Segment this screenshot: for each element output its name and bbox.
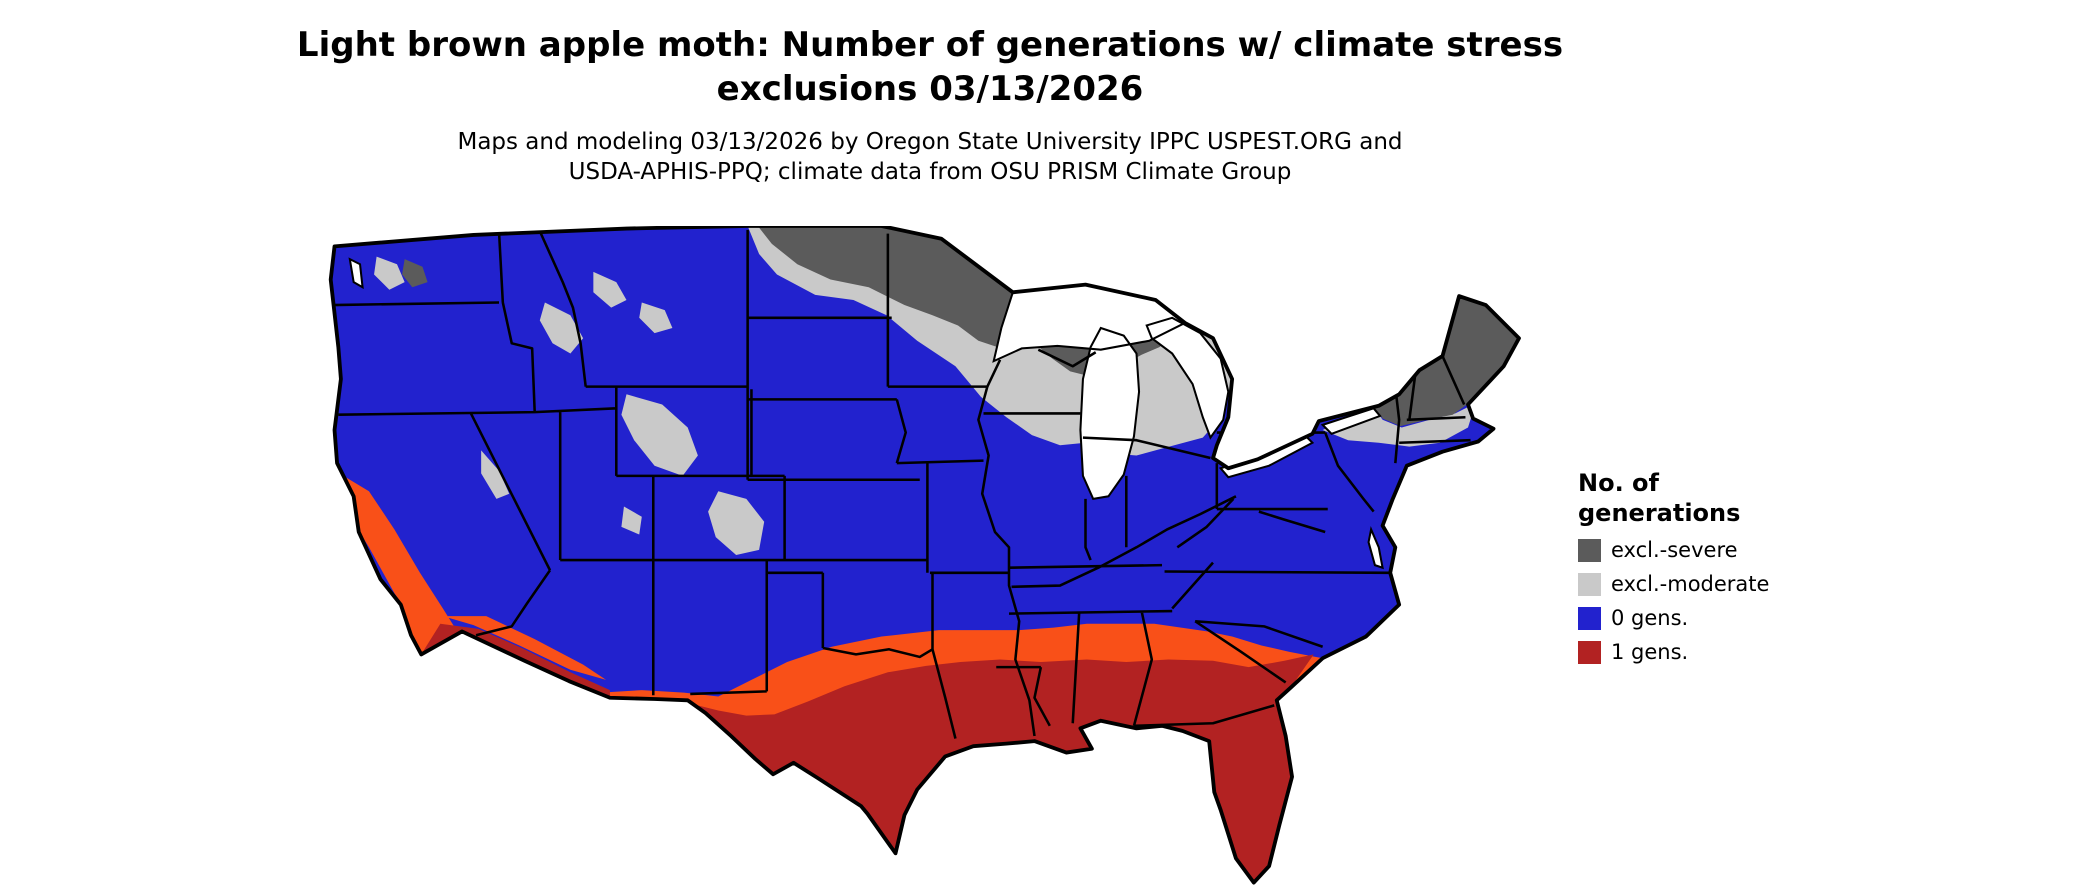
map-title: Light brown apple moth: Number of genera…	[0, 24, 1860, 111]
legend-item-excl-moderate: excl.-moderate	[1578, 572, 1838, 597]
great-lakes-water	[348, 257, 1384, 570]
map-legend: No. of generations excl.-severe excl.-mod…	[1578, 468, 1838, 674]
legend-label-excl-moderate: excl.-moderate	[1611, 572, 1770, 596]
legend-swatch-excl-severe	[1578, 539, 1601, 562]
map-subtitle-line-1: Maps and modeling 03/13/2026 by Oregon S…	[457, 129, 1403, 156]
zone-excl-severe-cascades	[402, 259, 428, 288]
legend-label-0-gens: 0 gens.	[1611, 606, 1689, 630]
legend-swatch-excl-moderate	[1578, 573, 1601, 596]
legend-item-0-gens: 0 gens.	[1578, 606, 1838, 631]
header: Light brown apple moth: Number of genera…	[0, 24, 1860, 188]
legend-label-1-gens: 1 gens.	[1611, 640, 1689, 664]
zone-1-gens-southwest	[421, 623, 610, 698]
state-borders-midwest	[747, 233, 1237, 737]
legend-title-line-1: No. of	[1578, 469, 1659, 497]
legend-label-excl-severe: excl.-severe	[1611, 538, 1738, 562]
legend-item-excl-severe: excl.-severe	[1578, 538, 1838, 563]
legend-title: No. of generations	[1578, 468, 1838, 528]
state-borders-south	[996, 497, 1389, 728]
state-borders-west	[331, 229, 957, 739]
us-generations-map	[328, 226, 1521, 885]
map-subtitle: Maps and modeling 03/13/2026 by Oregon S…	[0, 127, 1860, 188]
zone-excl-moderate-rockies	[374, 256, 765, 555]
map-title-line-1: Light brown apple moth: Number of genera…	[296, 25, 1564, 65]
zone-1-gens-south	[687, 654, 1314, 883]
legend-title-line-2: generations	[1578, 499, 1741, 527]
legend-swatch-0-gens	[1578, 607, 1601, 630]
zone-excl-severe-northeast	[1373, 296, 1519, 427]
legend-item-1-gens: 1 gens.	[1578, 640, 1838, 665]
legend-swatch-1-gens	[1578, 641, 1601, 664]
map-subtitle-line-2: USDA-APHIS-PPQ; climate data from OSU PR…	[568, 159, 1292, 186]
map-title-line-2: exclusions 03/13/2026	[716, 68, 1144, 109]
